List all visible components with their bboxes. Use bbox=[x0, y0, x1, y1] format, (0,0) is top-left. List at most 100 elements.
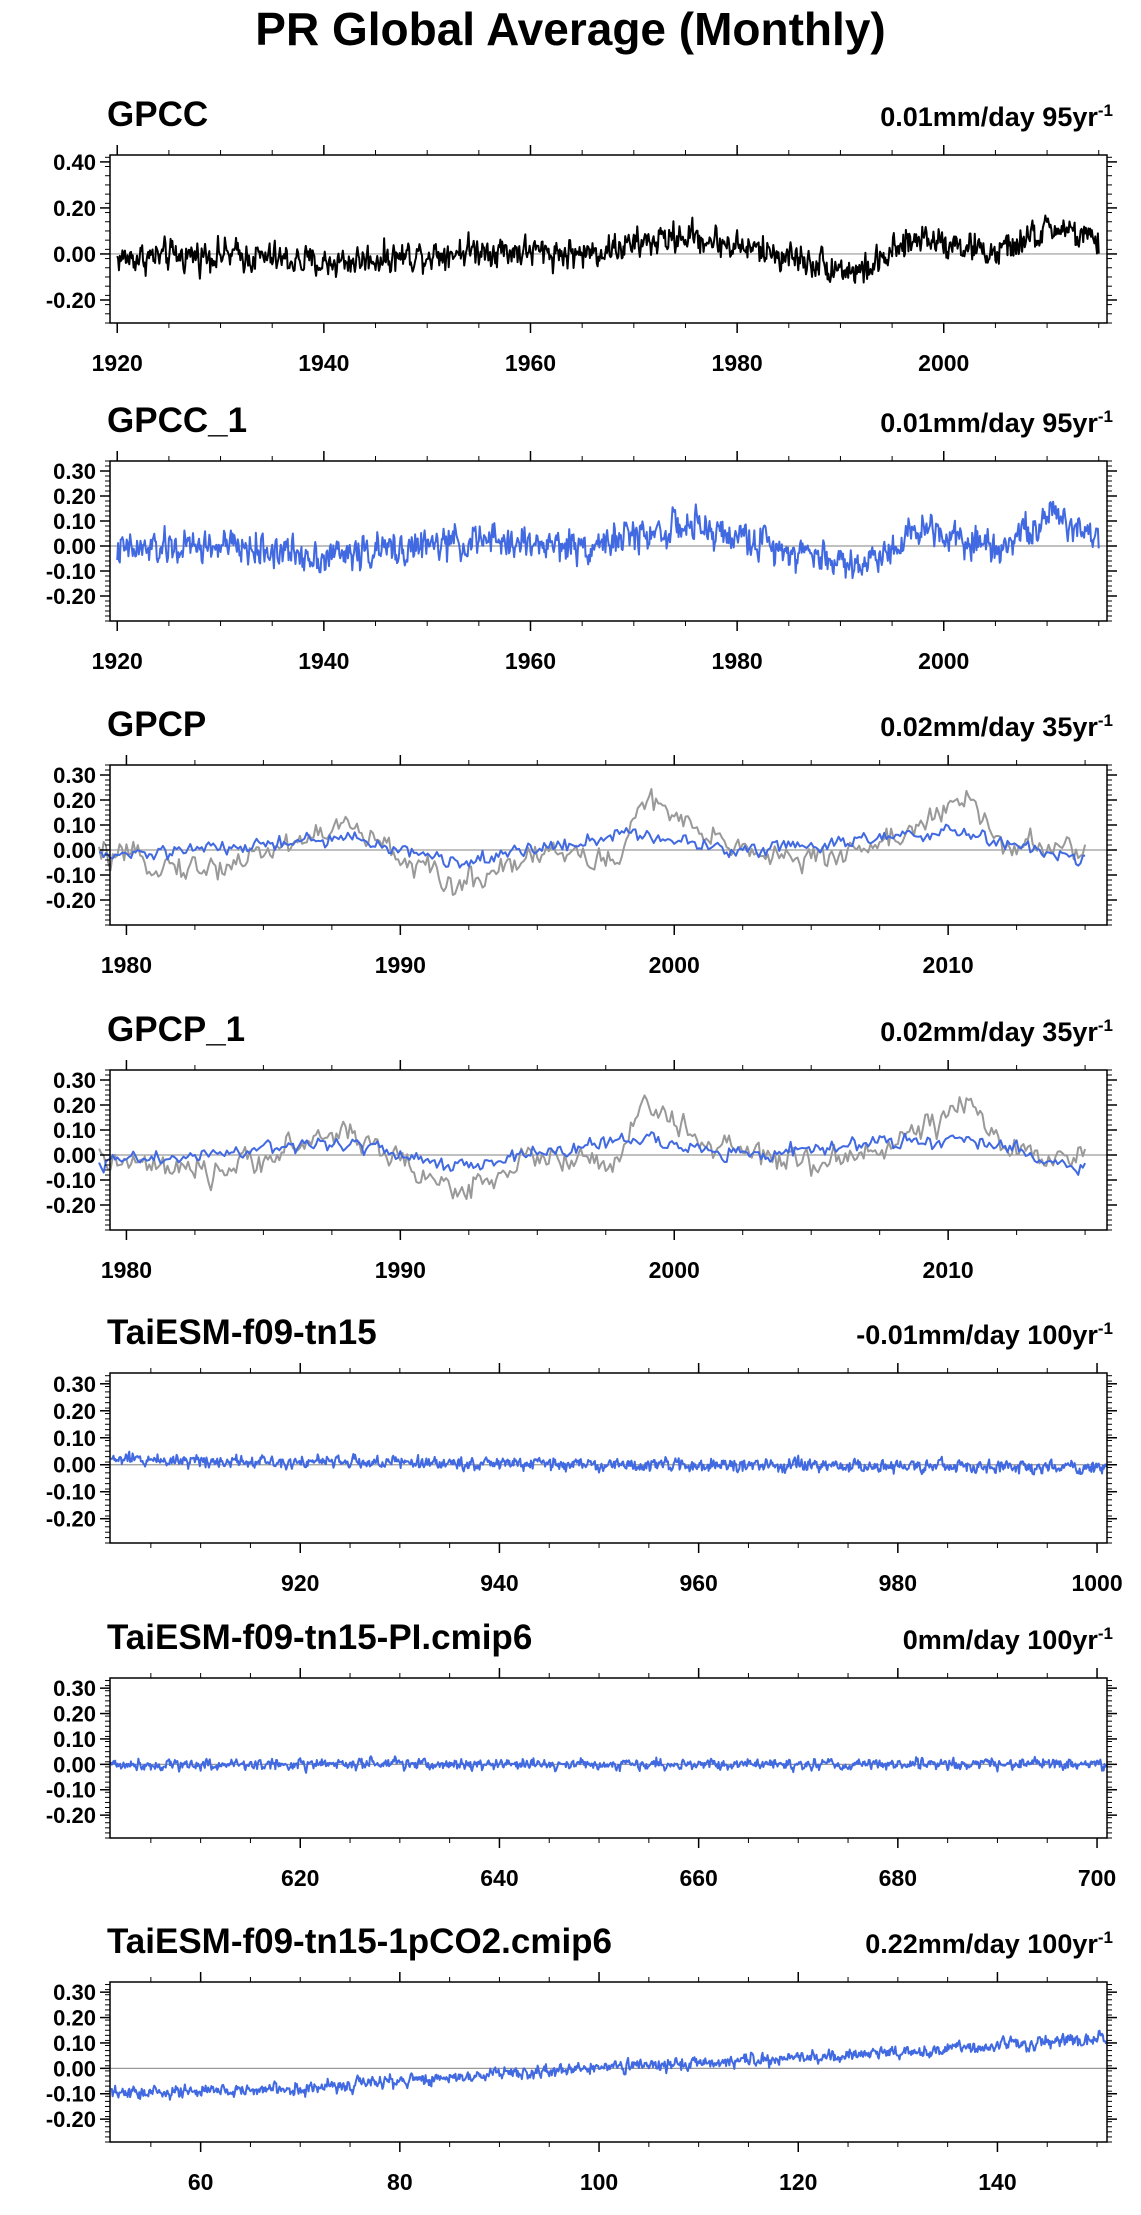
trend-value: 0.22mm/day 100yr bbox=[865, 1929, 1098, 1959]
x-tick-label: 2000 bbox=[649, 952, 700, 978]
trend-value: 0.01mm/day 95yr bbox=[880, 408, 1098, 438]
y-tick-label: 0.20 bbox=[53, 1702, 96, 1727]
y-tick-label: -0.20 bbox=[46, 288, 96, 313]
y-tick-label: -0.10 bbox=[46, 1168, 96, 1193]
plot-frame bbox=[109, 1372, 1108, 1544]
y-tick-label: 0.40 bbox=[53, 150, 96, 175]
panel-title: GPCP_1 bbox=[107, 1010, 246, 1049]
x-tick-label: 960 bbox=[679, 1570, 717, 1596]
x-tick-label: 1920 bbox=[92, 648, 143, 674]
panel-title: GPCC bbox=[107, 95, 209, 134]
x-tick-label: 1990 bbox=[375, 1257, 426, 1283]
plot-frame bbox=[109, 1677, 1108, 1839]
series-line bbox=[98, 788, 1087, 896]
trend-exponent: -1 bbox=[1097, 1624, 1113, 1643]
trend-value: -0.01mm/day 100yr bbox=[856, 1320, 1098, 1350]
plot-area: 0.40 0.20 0.00 -0.20 1920 1940 1960 1980 2000 bbox=[46, 145, 1117, 376]
main-title: PR Global Average (Monthly) bbox=[255, 3, 886, 55]
trend-label: 0.02mm/day 35yr-1 bbox=[880, 711, 1113, 743]
y-tick-label: 0.10 bbox=[53, 1727, 96, 1752]
trend-value: 0.01mm/day 95yr bbox=[880, 102, 1098, 132]
trend-value: 0mm/day 100yr bbox=[902, 1625, 1098, 1655]
y-tick-label: 0.00 bbox=[53, 534, 96, 559]
panel-title: TaiESM-f09-tn15-1pCO2.cmip6 bbox=[107, 1922, 613, 1961]
y-tick-label: -0.20 bbox=[46, 1803, 96, 1828]
y-tick-label: 0.30 bbox=[53, 763, 96, 788]
trend-exponent: -1 bbox=[1097, 407, 1113, 426]
plot-frame bbox=[109, 1981, 1108, 2143]
y-tick-label: -0.10 bbox=[46, 863, 96, 888]
y-tick-label: 0.10 bbox=[53, 2031, 96, 2056]
y-tick-label: -0.10 bbox=[46, 1480, 96, 1505]
y-tick-label: 0.00 bbox=[53, 1453, 96, 1478]
x-tick-label: 1920 bbox=[92, 350, 143, 376]
y-tick-label: 0.30 bbox=[53, 1372, 96, 1397]
trend-value: 0.02mm/day 35yr bbox=[880, 712, 1098, 742]
y-tick-label: 0.20 bbox=[53, 196, 96, 221]
plot-area: 0.300.200.100.00-0.10-0.20 920 940 960 980 10… bbox=[46, 1363, 1123, 1596]
x-tick-label: 1990 bbox=[375, 952, 426, 978]
x-tick-label: 620 bbox=[281, 1865, 319, 1891]
x-tick-label: 1960 bbox=[505, 350, 556, 376]
series-line bbox=[110, 2029, 1108, 2101]
panel-title: TaiESM-f09-tn15 bbox=[107, 1313, 377, 1352]
y-tick-label: -0.10 bbox=[46, 2082, 96, 2107]
x-tick-label: 680 bbox=[879, 1865, 917, 1891]
y-tick-label: 0.20 bbox=[53, 788, 96, 813]
x-tick-label: 1940 bbox=[298, 648, 349, 674]
y-tick-label: 0.10 bbox=[53, 1118, 96, 1143]
x-tick-label: 80 bbox=[387, 2169, 413, 2195]
plot-area: 0.300.200.100.00-0.10-0.20 60 80 100 120 140 bbox=[46, 1972, 1117, 2195]
y-tick-label: -0.10 bbox=[46, 1778, 96, 1803]
trend-exponent: -1 bbox=[1097, 1928, 1113, 1947]
y-tick-label: 0.10 bbox=[53, 1426, 96, 1451]
x-tick-label: 60 bbox=[188, 2169, 214, 2195]
x-tick-label: 1960 bbox=[505, 648, 556, 674]
x-tick-label: 940 bbox=[480, 1570, 518, 1596]
y-tick-label: -0.20 bbox=[46, 2107, 96, 2132]
x-tick-label: 2000 bbox=[918, 648, 969, 674]
x-tick-label: 920 bbox=[281, 1570, 319, 1596]
y-tick-label: 0.00 bbox=[53, 838, 96, 863]
trend-label: 0.02mm/day 35yr-1 bbox=[880, 1016, 1113, 1048]
x-tick-label: 2010 bbox=[923, 1257, 974, 1283]
x-tick-label: 980 bbox=[879, 1570, 917, 1596]
y-tick-label: 0.00 bbox=[53, 1752, 96, 1777]
x-tick-label: 640 bbox=[480, 1865, 518, 1891]
series-line bbox=[98, 823, 1086, 869]
panel-title: TaiESM-f09-tn15-PI.cmip6 bbox=[107, 1618, 533, 1657]
series-line bbox=[116, 214, 1100, 284]
trend-exponent: -1 bbox=[1097, 1016, 1113, 1035]
y-tick-label: -0.20 bbox=[46, 1193, 96, 1218]
y-tick-label: 0.20 bbox=[53, 1399, 96, 1424]
x-tick-label: 1980 bbox=[101, 1257, 152, 1283]
x-tick-label: 1940 bbox=[298, 350, 349, 376]
y-tick-label: -0.10 bbox=[46, 559, 96, 584]
trend-label: 0.01mm/day 95yr-1 bbox=[880, 101, 1113, 133]
y-tick-label: 0.00 bbox=[53, 1143, 96, 1168]
x-tick-label: 2000 bbox=[918, 350, 969, 376]
plot-area: 0.300.200.100.00-0.10-0.20 620 640 660 680 70… bbox=[46, 1668, 1117, 1891]
y-tick-label: -0.20 bbox=[46, 888, 96, 913]
plot-area: 0.300.200.100.00-0.10-0.20 1980 1990 2000 20… bbox=[46, 1060, 1117, 1283]
plot-area: 0.300.200.100.00-0.10-0.20 1920 1940 1960 19… bbox=[46, 451, 1117, 674]
trend-label: 0.22mm/day 100yr-1 bbox=[865, 1928, 1113, 1960]
trend-exponent: -1 bbox=[1097, 711, 1113, 730]
panel-title: GPCC_1 bbox=[107, 401, 248, 440]
plot-frame bbox=[109, 1069, 1108, 1231]
plot-frame bbox=[109, 154, 1108, 324]
plot-area: 0.300.200.100.00-0.10-0.20 1980 1990 2000 20… bbox=[46, 755, 1117, 978]
x-tick-label: 1980 bbox=[712, 648, 763, 674]
y-tick-label: 0.00 bbox=[53, 242, 96, 267]
x-tick-label: 120 bbox=[779, 2169, 817, 2195]
x-tick-label: 1000 bbox=[1071, 1570, 1122, 1596]
x-tick-label: 140 bbox=[978, 2169, 1016, 2195]
series-line bbox=[116, 500, 1100, 580]
plot-frame bbox=[109, 764, 1108, 926]
trend-label: 0mm/day 100yr-1 bbox=[903, 1624, 1113, 1656]
y-tick-label: -0.20 bbox=[46, 1507, 96, 1532]
x-tick-label: 1980 bbox=[712, 350, 763, 376]
y-tick-label: 0.20 bbox=[53, 2006, 96, 2031]
trend-value: 0.02mm/day 35yr bbox=[880, 1017, 1098, 1047]
series-line bbox=[110, 1755, 1108, 1774]
